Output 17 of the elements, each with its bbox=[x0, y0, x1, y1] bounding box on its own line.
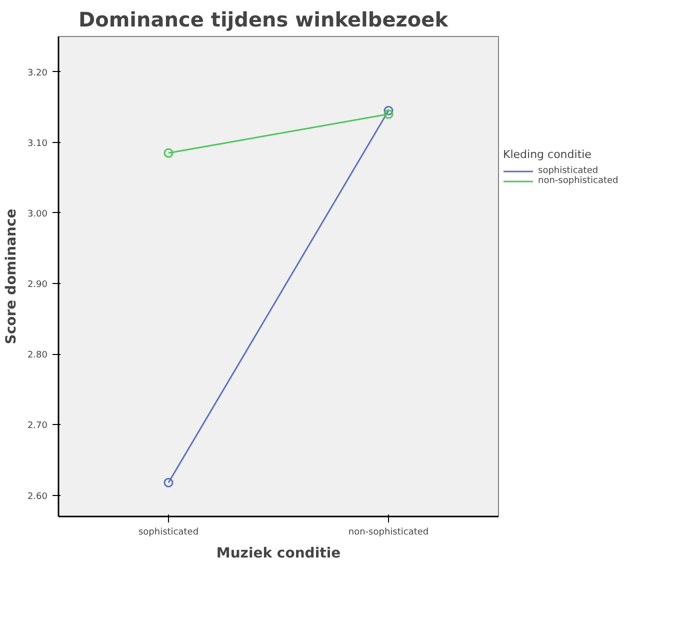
chart-title: Dominance tijdens winkelbezoek bbox=[78, 8, 449, 32]
point bbox=[384, 106, 394, 116]
legend-label: sophisticated bbox=[538, 166, 598, 176]
y-axis-title: Score dominance bbox=[3, 208, 20, 344]
y-tick-label: 3.10 bbox=[27, 138, 48, 149]
y-tick-label: 2.60 bbox=[27, 492, 48, 502]
legend-label: non-sophisticated bbox=[538, 176, 618, 186]
y-tick-label: 3.20 bbox=[27, 68, 48, 78]
point bbox=[164, 148, 174, 158]
legend-title: Kleding conditie bbox=[503, 148, 592, 161]
x-axis-title: Muziek conditie bbox=[216, 546, 341, 562]
y-tick-label: 2.90 bbox=[27, 280, 48, 290]
point bbox=[164, 478, 174, 488]
point bbox=[384, 109, 394, 119]
y-tick-label: 3.00 bbox=[27, 209, 48, 220]
y-tick-label: 2.80 bbox=[27, 350, 48, 361]
y-tick-label: 2.70 bbox=[27, 421, 48, 432]
